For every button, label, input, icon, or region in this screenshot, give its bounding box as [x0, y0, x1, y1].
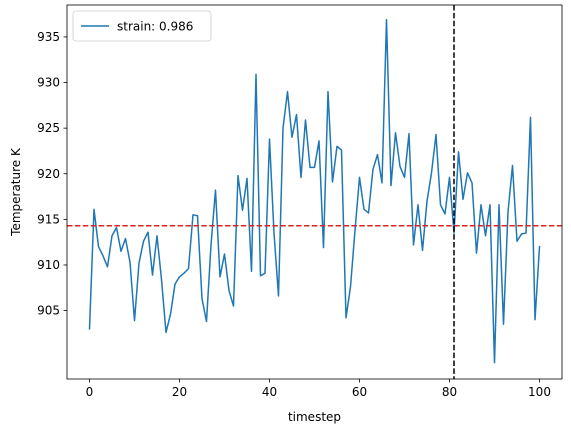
reference-lines — [67, 5, 562, 379]
series-layer — [88, 18, 541, 364]
x-tick-label: 20 — [172, 385, 187, 399]
legend-box — [72, 10, 212, 42]
y-tick-label: 930 — [37, 76, 60, 90]
y-axis-ticks: 905 910 915 920 925 930 935 — [37, 30, 67, 318]
x-tick-label: 100 — [528, 385, 551, 399]
x-tick-label: 40 — [262, 385, 277, 399]
y-tick-label: 925 — [37, 121, 60, 135]
plot-frame — [66, 4, 563, 380]
y-tick-label: 915 — [37, 212, 60, 226]
y-tick-label: 935 — [37, 30, 60, 44]
x-axis-label: timestep — [288, 410, 341, 424]
plot-background — [67, 5, 562, 379]
series-line-0 — [88, 18, 541, 364]
x-axis-ticks: 0 20 40 60 80 100 — [86, 379, 551, 399]
legend: strain: 0.986 — [72, 10, 212, 42]
x-tick-label: 80 — [442, 385, 457, 399]
y-tick-label: 920 — [37, 167, 60, 181]
y-axis-label: Temperature K — [9, 147, 23, 237]
legend-label: strain: 0.986 — [117, 20, 193, 34]
x-tick-label: 60 — [352, 385, 367, 399]
y-tick-label: 910 — [37, 258, 60, 272]
x-tick-label: 0 — [86, 385, 94, 399]
y-tick-label: 905 — [37, 304, 60, 318]
